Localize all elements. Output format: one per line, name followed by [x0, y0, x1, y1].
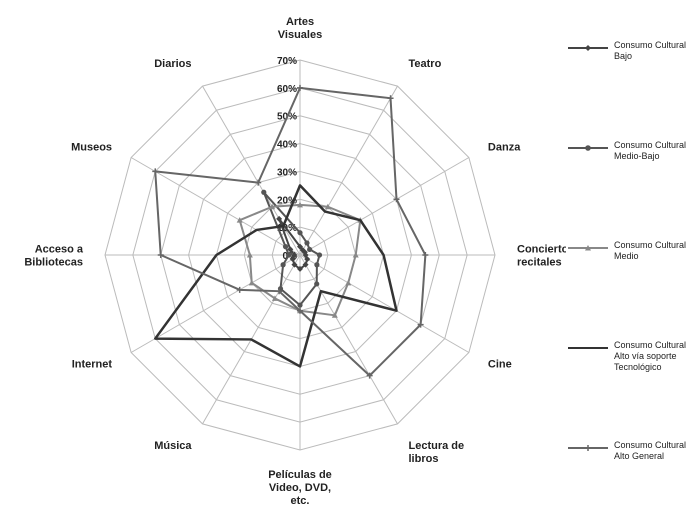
data-point	[271, 295, 278, 301]
category-label: Danza	[488, 142, 521, 154]
data-point	[304, 240, 310, 246]
data-point	[331, 312, 338, 318]
data-point	[393, 196, 400, 203]
data-point	[286, 252, 292, 258]
data-point	[280, 262, 286, 268]
data-point	[297, 265, 303, 272]
legend-marker	[585, 445, 591, 451]
legend-swatch	[568, 347, 608, 349]
data-point	[297, 230, 303, 236]
data-point	[297, 302, 303, 308]
legend-marker	[585, 245, 591, 251]
series-line	[154, 184, 398, 368]
data-point	[287, 246, 294, 253]
category-label: Artes Visuales	[278, 16, 322, 41]
legend-label: Consumo Cultural Bajo	[614, 40, 687, 61]
data-point	[422, 252, 429, 258]
grid-spoke	[299, 254, 470, 353]
data-point	[352, 252, 359, 258]
category-label: Conciertos yrecitales	[517, 244, 566, 269]
data-point	[297, 201, 303, 208]
radar-series	[152, 84, 429, 379]
data-point	[291, 261, 298, 268]
data-point	[302, 261, 309, 268]
data-point	[316, 252, 323, 258]
grid-spoke	[299, 157, 470, 256]
series-group	[261, 189, 323, 308]
category-label: Películas de Video, DVD, etc.	[268, 469, 332, 507]
grid-spoke	[130, 254, 301, 353]
category-label: Teatro	[409, 58, 442, 70]
data-point	[246, 252, 253, 258]
data-point	[157, 252, 164, 258]
legend-label: Consumo Cultural Medio-Bajo	[614, 140, 687, 161]
category-label: Lectura de libros	[409, 440, 465, 465]
category-label: Cine	[488, 359, 512, 371]
radar-grid	[104, 59, 496, 451]
tick-label: 70%	[277, 56, 297, 67]
category-label: Música	[154, 440, 192, 452]
data-point	[248, 279, 255, 286]
data-point	[314, 262, 320, 268]
tick-label: 30%	[277, 167, 297, 178]
category-label: Acceso a Bibliotecas	[24, 244, 84, 269]
legend-swatch	[568, 445, 608, 451]
data-point	[269, 203, 276, 210]
grid-spoke	[130, 157, 301, 256]
data-point	[255, 179, 262, 186]
grid-spoke	[299, 85, 398, 256]
legend-marker	[585, 45, 591, 51]
data-point	[417, 321, 424, 328]
legend-marker	[585, 145, 591, 151]
legend-label: Consumo Cultural Alto General	[614, 440, 687, 461]
data-point	[261, 189, 267, 195]
legend-swatch	[568, 245, 608, 251]
chart-legend: Consumo Cultural Bajo Consumo Cultural Me…	[566, 0, 696, 512]
legend-swatch	[568, 45, 608, 51]
radar-chart: 0%10%20%30%40%50%60%70% ArtesVisualesTea…	[24, 16, 566, 507]
data-point	[324, 203, 331, 210]
tick-label: 60%	[277, 84, 297, 95]
legend-swatch	[568, 145, 608, 151]
series-group	[154, 184, 398, 368]
data-point	[307, 246, 313, 253]
data-point	[236, 286, 243, 293]
data-point	[291, 252, 298, 258]
tick-label: 20%	[277, 195, 297, 206]
data-point	[152, 168, 159, 175]
data-point	[366, 372, 373, 379]
data-point	[297, 243, 303, 250]
tick-label: 40%	[277, 140, 297, 151]
data-point	[297, 84, 303, 91]
data-point	[304, 256, 311, 263]
legend-label: Consumo Cultural Alto vía soporte Tecnol…	[614, 340, 687, 372]
series-group	[276, 215, 311, 272]
series-group	[152, 84, 429, 379]
data-point	[276, 215, 283, 222]
data-point	[282, 244, 289, 250]
data-point	[276, 288, 283, 295]
category-label: Diarios	[154, 58, 191, 70]
data-point	[345, 279, 352, 286]
legend-label: Consumo Cultural Medio	[614, 240, 687, 261]
data-point	[236, 217, 243, 223]
data-point	[297, 307, 303, 314]
category-label: Museos	[71, 142, 112, 154]
category-label: Internet	[72, 359, 113, 371]
data-point	[387, 95, 394, 102]
data-point	[314, 281, 320, 287]
